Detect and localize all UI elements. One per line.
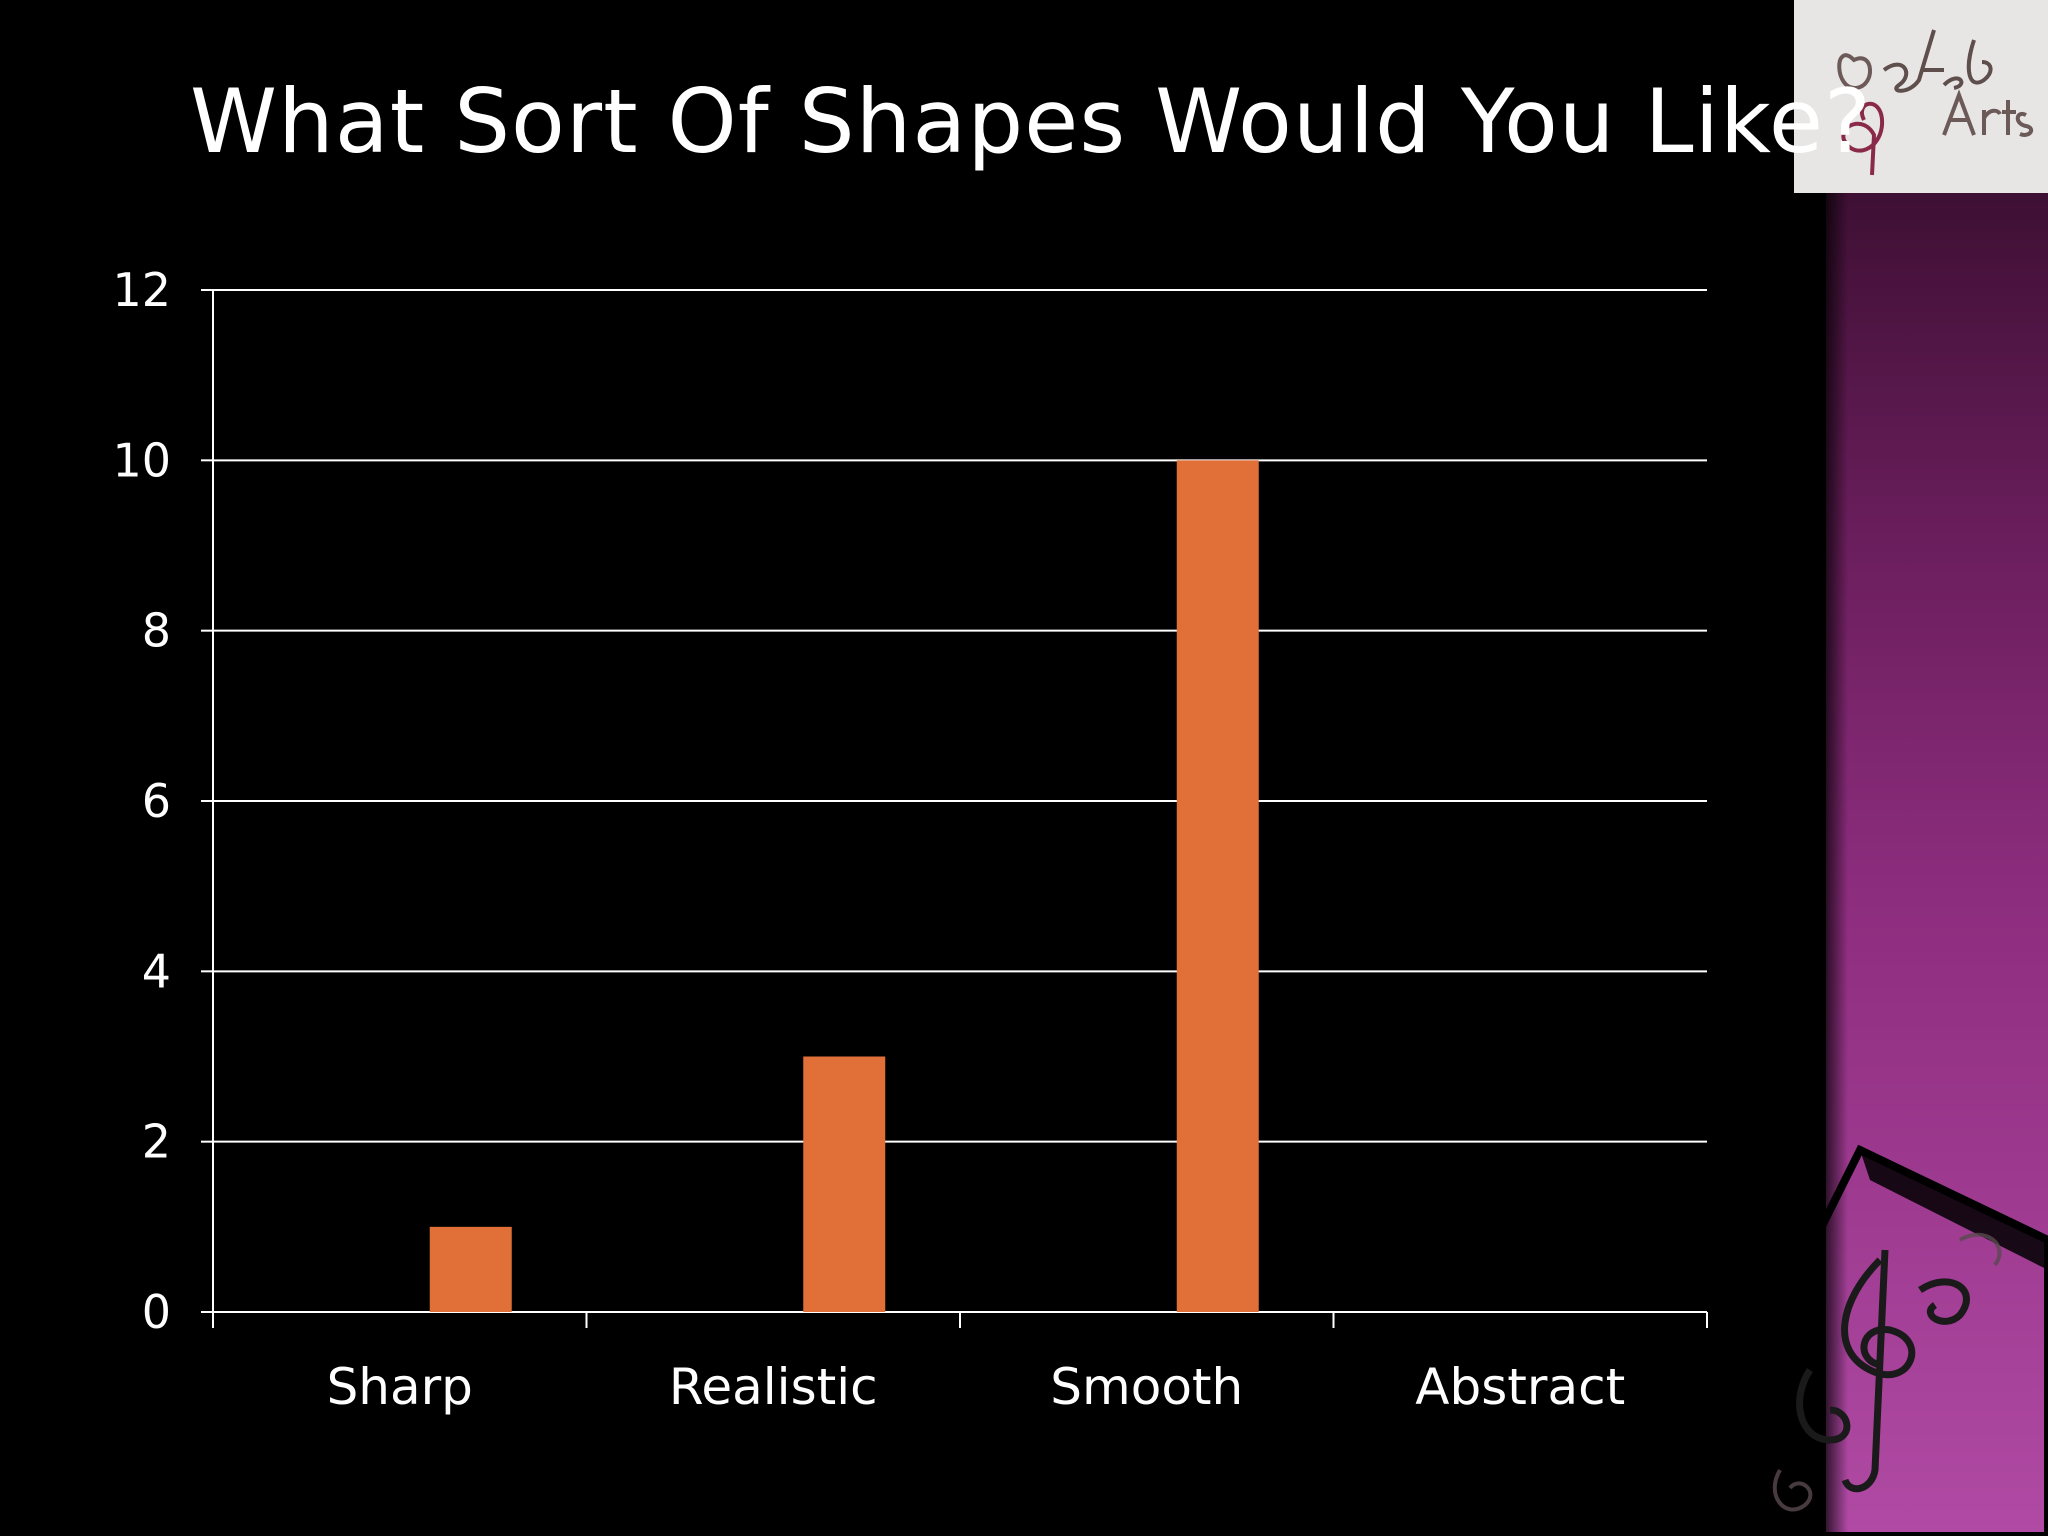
y-tick-label: 10 <box>112 433 171 487</box>
y-tick-label: 0 <box>142 1285 171 1339</box>
treble-clef-icon <box>1796 1249 1970 1493</box>
x-category-label: Sharp <box>327 1358 473 1416</box>
y-tick-label: 2 <box>142 1115 171 1169</box>
y-tick-label: 8 <box>142 604 171 658</box>
logo <box>1794 0 2048 193</box>
y-tick-label: 6 <box>142 774 171 828</box>
x-category-label: Abstract <box>1415 1358 1625 1416</box>
bar-sharp <box>429 1226 512 1312</box>
bar-realistic <box>803 1056 886 1312</box>
octave-arts-logo-icon <box>1837 29 2034 176</box>
x-category-label: Realistic <box>669 1358 878 1416</box>
decorative-frame-art <box>1760 1144 2048 1536</box>
x-category-label: Smooth <box>1050 1358 1243 1416</box>
y-tick-label: 4 <box>142 944 171 998</box>
bar-smooth <box>1176 460 1259 1312</box>
slide-title: What Sort Of Shapes Would You Like? <box>190 70 1872 173</box>
y-tick-label: 12 <box>112 263 171 317</box>
